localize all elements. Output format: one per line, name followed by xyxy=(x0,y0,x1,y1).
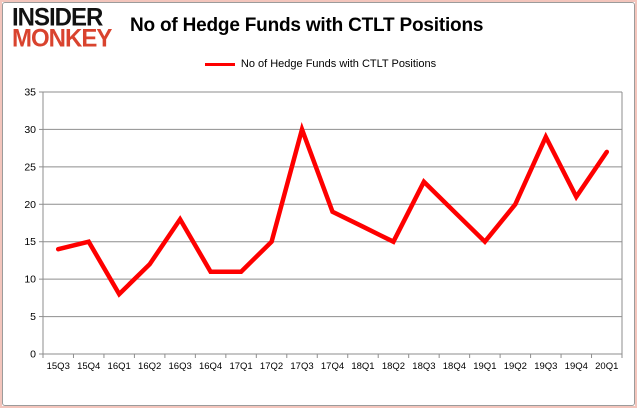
y-tick-label: 5 xyxy=(30,311,36,323)
x-tick-label: 18Q2 xyxy=(382,361,405,372)
insider-monkey-logo: INSIDER MONKEY xyxy=(12,3,112,53)
x-tick-label: 16Q1 xyxy=(108,361,131,372)
y-tick-label: 30 xyxy=(24,124,36,136)
y-tick-label: 10 xyxy=(24,274,36,286)
x-tick-label: 18Q4 xyxy=(443,361,466,372)
logo-line-monkey: MONKEY xyxy=(12,24,112,53)
x-tick-label: 15Q4 xyxy=(77,361,100,372)
chart-canvas: 0 5 10 15 20 25 30 35 15Q3 15Q4 16Q1 16Q2 16Q3 16Q4 17… xyxy=(24,87,623,372)
x-tick-label: 16Q4 xyxy=(199,361,222,372)
legend-label: No of Hedge Funds with CTLT Positions xyxy=(240,58,437,70)
chart-legend: No of Hedge Funds with CTLT Positions xyxy=(2,58,635,70)
x-tick-label: 20Q1 xyxy=(595,361,618,372)
y-tick-label: 25 xyxy=(24,161,36,173)
x-tick-label: 17Q1 xyxy=(229,361,252,372)
x-tick-label: 15Q3 xyxy=(47,361,70,372)
x-tick-label: 16Q3 xyxy=(169,361,192,372)
x-tick-label: 19Q1 xyxy=(473,361,496,372)
line-chart: 0 5 10 15 20 25 30 35 15Q3 15Q4 16Q1 16Q2 16Q3 16Q4 17… xyxy=(2,77,635,406)
x-tick-label: 19Q4 xyxy=(565,361,588,372)
logo-line-insider: INSIDER xyxy=(12,3,103,32)
x-tick-label: 18Q1 xyxy=(351,361,374,372)
x-tick-label: 19Q3 xyxy=(534,361,557,372)
x-tick-label: 17Q4 xyxy=(321,361,344,372)
x-tick-label: 19Q2 xyxy=(504,361,527,372)
y-tick-label: 0 xyxy=(30,349,36,361)
y-tick-label: 15 xyxy=(24,236,36,248)
x-tick-label: 18Q3 xyxy=(412,361,435,372)
legend-line-swatch xyxy=(204,62,235,66)
y-tick-label: 35 xyxy=(24,87,36,99)
y-tick-label: 20 xyxy=(24,199,36,211)
x-tick-label: 16Q2 xyxy=(138,361,161,372)
chart-title: No of Hedge Funds with CTLT Positions xyxy=(130,15,484,36)
x-tick-label: 17Q3 xyxy=(290,361,313,372)
series-line xyxy=(55,122,610,298)
x-tick-label: 17Q2 xyxy=(260,361,283,372)
